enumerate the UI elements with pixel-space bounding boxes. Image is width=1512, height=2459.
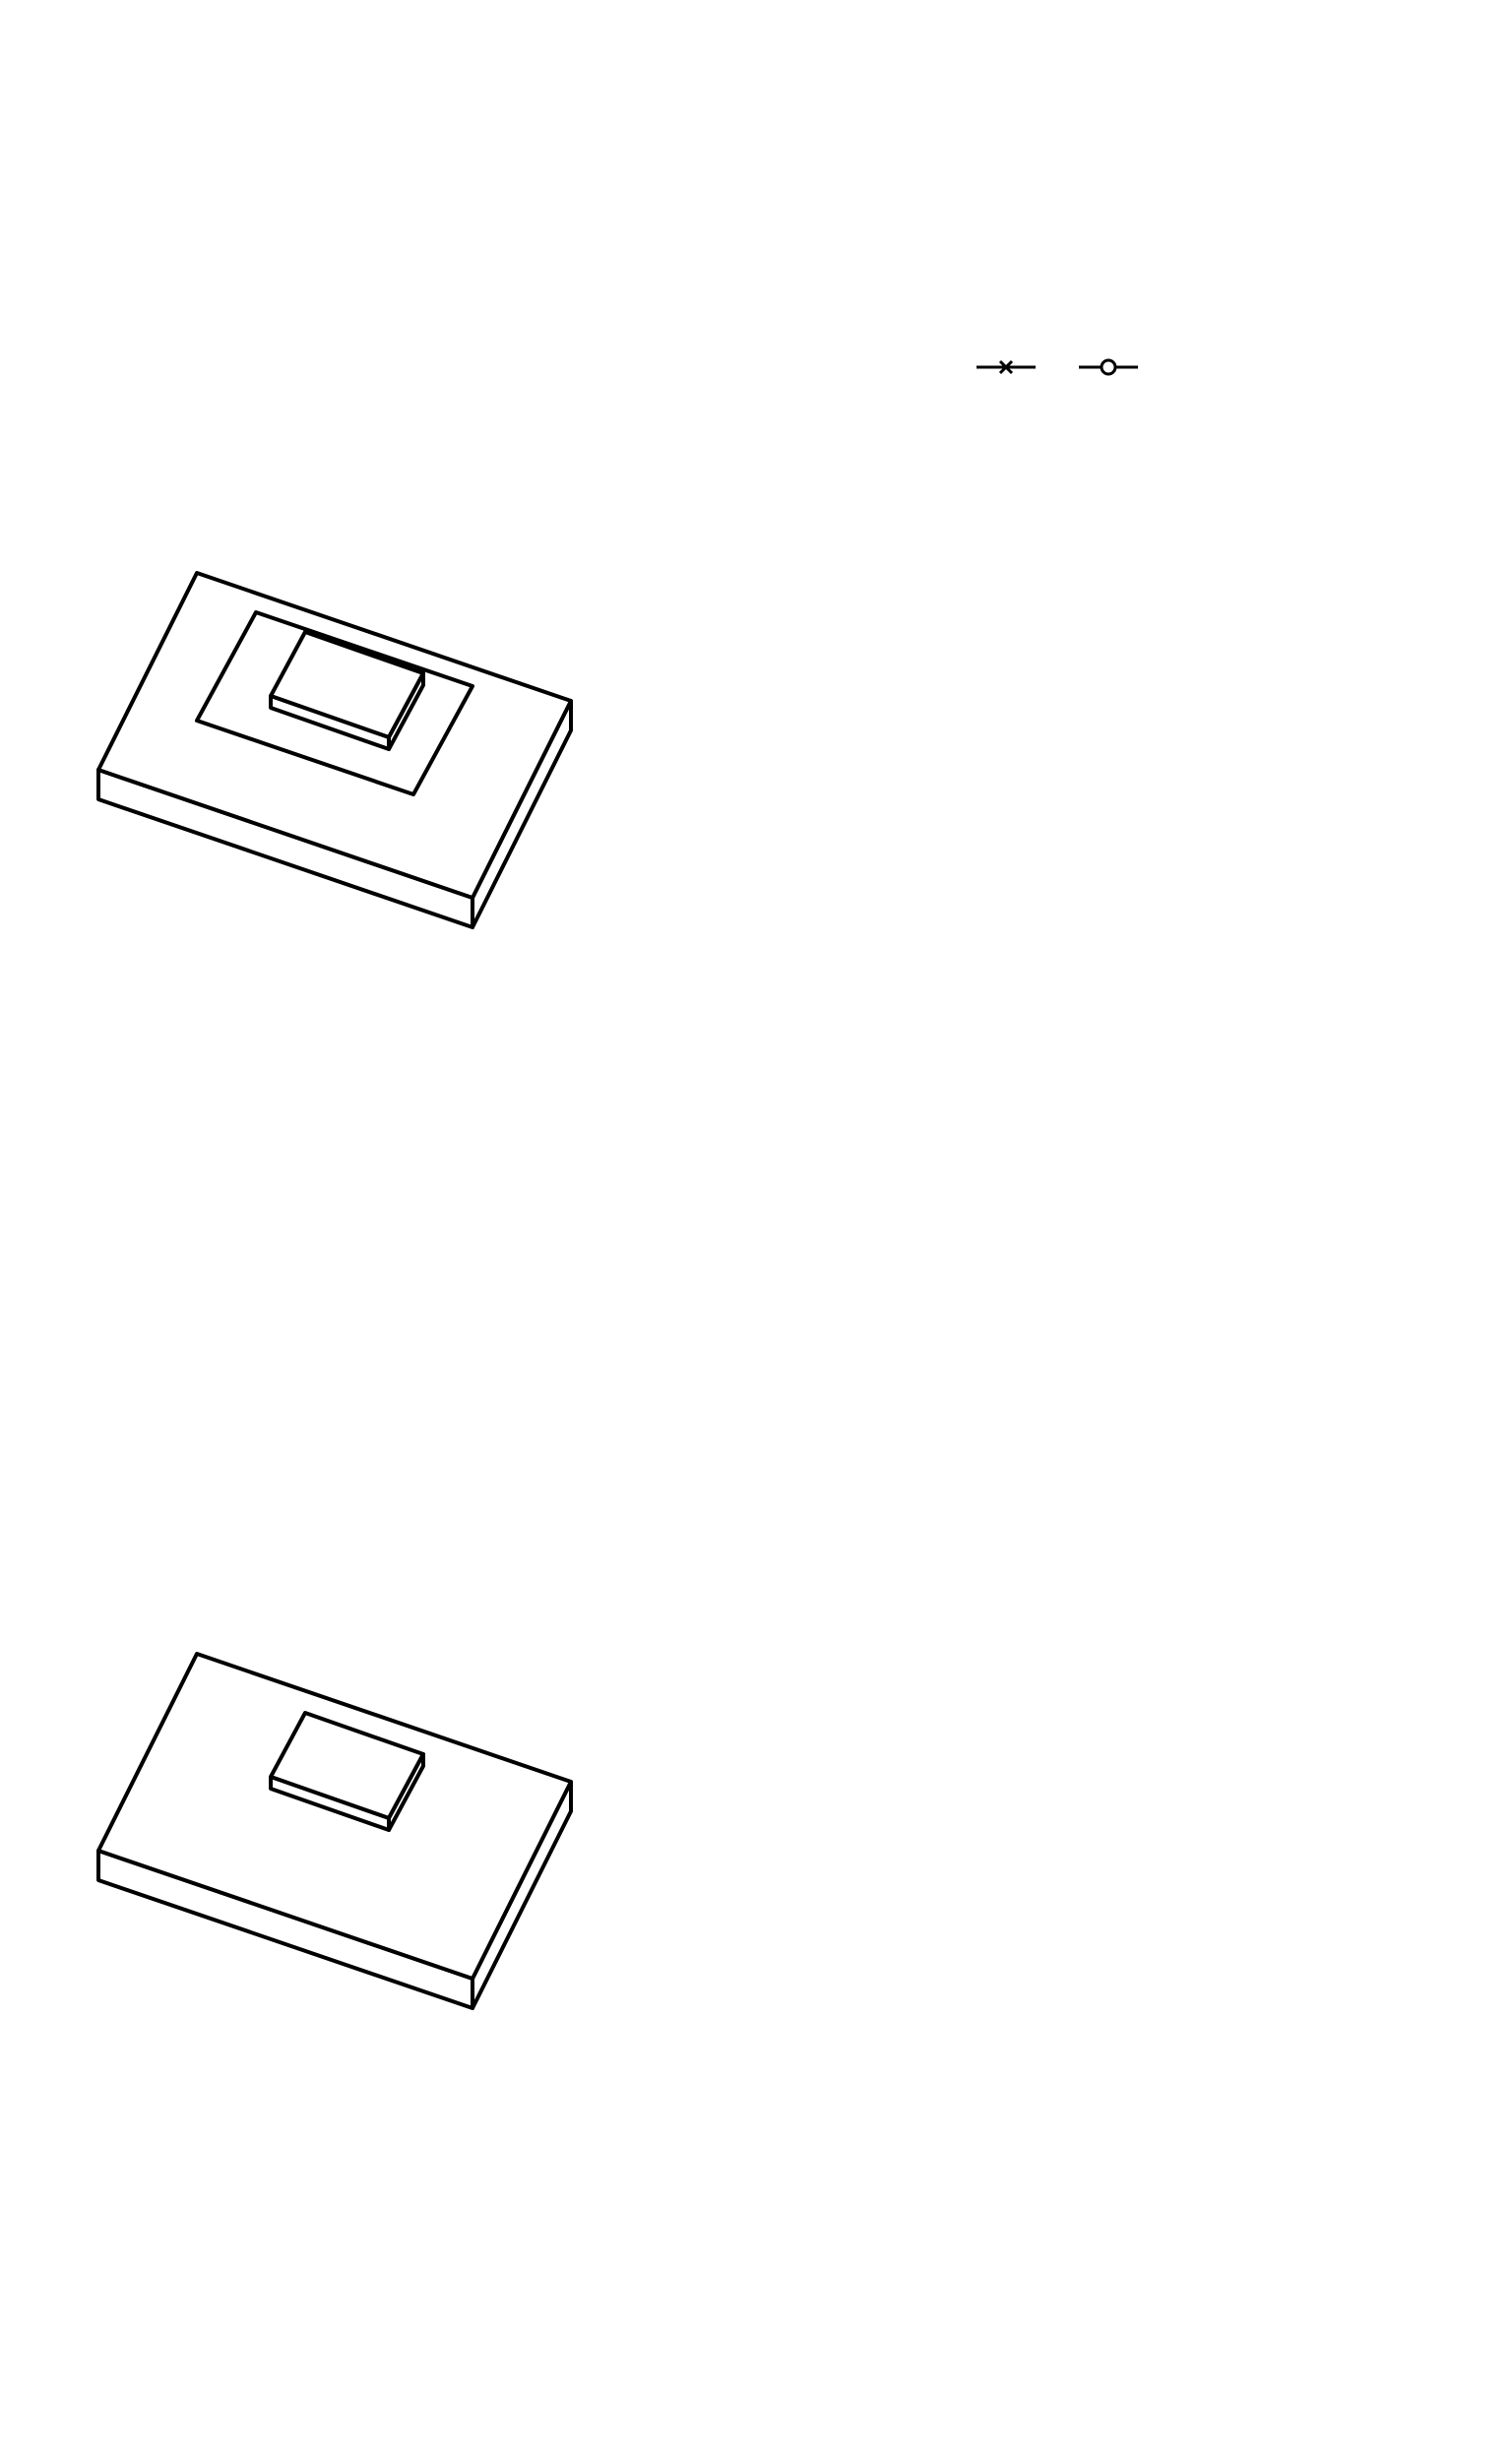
normal-patch-svg xyxy=(59,327,610,1016)
diagram-normal-patch xyxy=(59,307,610,1016)
legend-series1 xyxy=(976,354,1043,380)
chart-svg xyxy=(658,387,1465,1903)
chart-block xyxy=(658,354,1465,1910)
diagram-partial-amc xyxy=(59,1388,610,2097)
partial-amc-svg xyxy=(59,1408,610,2097)
chart-legend xyxy=(658,354,1465,387)
legend-series2 xyxy=(1079,354,1146,380)
